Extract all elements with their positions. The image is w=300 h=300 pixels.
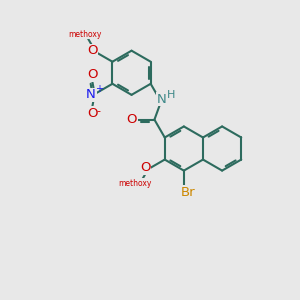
Text: O: O [127, 112, 137, 125]
Text: methoxy: methoxy [68, 30, 101, 39]
Text: +: + [95, 84, 103, 94]
Text: methoxy: methoxy [118, 179, 152, 188]
Text: O: O [87, 68, 98, 81]
Text: O: O [87, 107, 98, 120]
Text: -: - [96, 106, 100, 116]
Text: N: N [86, 88, 96, 101]
Text: Br: Br [181, 186, 196, 199]
Text: H: H [167, 90, 176, 100]
Text: O: O [140, 161, 151, 174]
Text: N: N [157, 93, 166, 106]
Text: O: O [87, 44, 98, 57]
